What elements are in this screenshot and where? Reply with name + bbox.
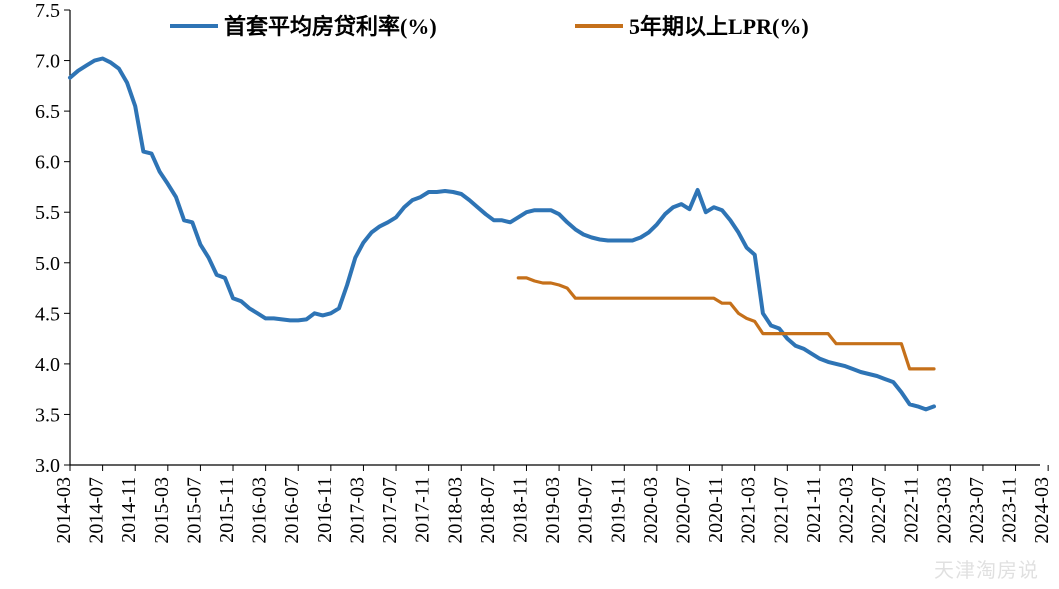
svg-text:7.5: 7.5: [35, 0, 60, 22]
svg-text:2016-11: 2016-11: [314, 477, 336, 543]
svg-text:2014-03: 2014-03: [53, 477, 75, 544]
svg-text:2019-11: 2019-11: [607, 477, 629, 543]
svg-text:2020-11: 2020-11: [705, 477, 727, 543]
svg-text:2017-07: 2017-07: [379, 477, 401, 544]
svg-text:2014-11: 2014-11: [118, 477, 140, 543]
svg-text:2022-11: 2022-11: [901, 477, 923, 543]
chart-container: 3.0 3.5 4.0 4.5 5.0 5.5 6.0 6.5 7.0 7.5 2014-03 201…: [0, 0, 1059, 589]
svg-text:2019-07: 2019-07: [575, 477, 597, 544]
svg-text:2023-03: 2023-03: [933, 477, 955, 544]
svg-text:2023-07: 2023-07: [966, 477, 988, 544]
svg-text:2022-03: 2022-03: [836, 477, 858, 544]
svg-text:6.5: 6.5: [35, 101, 60, 123]
svg-text:5年期以上LPR(%): 5年期以上LPR(%): [629, 14, 809, 39]
svg-text:2015-11: 2015-11: [216, 477, 238, 543]
svg-text:2023-11: 2023-11: [999, 477, 1021, 543]
svg-text:2015-03: 2015-03: [151, 477, 173, 544]
svg-text:5.5: 5.5: [35, 202, 60, 224]
svg-text:2016-03: 2016-03: [249, 477, 271, 544]
svg-text:2015-07: 2015-07: [183, 477, 205, 544]
svg-text:3.5: 3.5: [35, 404, 60, 426]
svg-text:2019-03: 2019-03: [542, 477, 564, 544]
svg-text:2018-03: 2018-03: [444, 477, 466, 544]
svg-text:2021-03: 2021-03: [738, 477, 760, 544]
svg-text:首套平均房贷利率(%): 首套平均房贷利率(%): [224, 14, 437, 39]
svg-text:4.0: 4.0: [35, 354, 60, 376]
svg-text:2022-07: 2022-07: [868, 477, 890, 544]
svg-text:2018-11: 2018-11: [509, 477, 531, 543]
svg-text:2024-03: 2024-03: [1031, 477, 1053, 544]
svg-text:2020-03: 2020-03: [640, 477, 662, 544]
svg-text:2017-11: 2017-11: [412, 477, 434, 543]
svg-text:5.0: 5.0: [35, 253, 60, 275]
svg-text:2014-07: 2014-07: [86, 477, 108, 544]
svg-text:3.0: 3.0: [35, 455, 60, 477]
svg-text:4.5: 4.5: [35, 303, 60, 325]
svg-text:2018-07: 2018-07: [477, 477, 499, 544]
svg-text:2020-07: 2020-07: [672, 477, 694, 544]
svg-text:7.0: 7.0: [35, 51, 60, 73]
svg-text:2016-07: 2016-07: [281, 477, 303, 544]
svg-text:6.0: 6.0: [35, 152, 60, 174]
svg-text:2017-03: 2017-03: [346, 477, 368, 544]
chart-svg: 3.0 3.5 4.0 4.5 5.0 5.5 6.0 6.5 7.0 7.5 2014-03 201…: [0, 0, 1059, 589]
svg-text:2021-07: 2021-07: [770, 477, 792, 544]
svg-text:2021-11: 2021-11: [803, 477, 825, 543]
